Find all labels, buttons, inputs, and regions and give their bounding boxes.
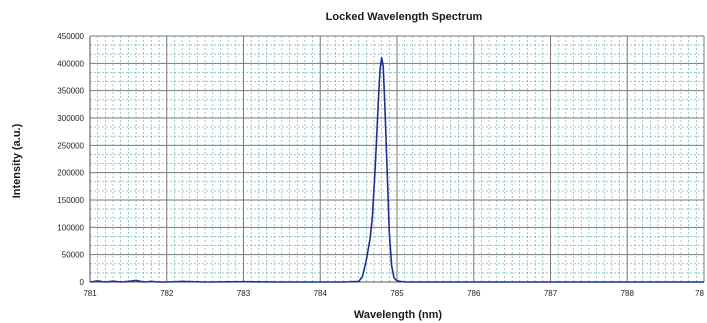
x-tick-label: 782	[160, 289, 174, 298]
x-tick-label: 78	[695, 289, 704, 298]
x-tick-label: 786	[467, 289, 481, 298]
y-tick-label: 200000	[57, 169, 84, 178]
y-tick-labels: 0 50000 100000 150000 200000 250000 300000 3500…	[57, 32, 84, 287]
x-tick-label: 788	[621, 289, 635, 298]
y-tick-label: 250000	[57, 141, 84, 150]
y-tick-label: 150000	[57, 196, 84, 205]
x-tick-label: 781	[83, 289, 97, 298]
x-tick-label: 784	[314, 289, 328, 298]
minor-grid	[89, 35, 705, 283]
x-tick-label: 787	[544, 289, 558, 298]
y-axis-label: Intensity (a.u.)	[11, 123, 23, 198]
major-grid	[89, 35, 705, 283]
plot-area	[89, 35, 705, 283]
data-series	[89, 57, 704, 283]
y-tick-label: 0	[80, 278, 85, 287]
x-tick-label: 785	[390, 289, 404, 298]
chart-title: Locked Wavelength Spectrum	[326, 11, 483, 23]
x-axis-label: Wavelength (nm)	[354, 309, 443, 321]
x-tick-label: 783	[237, 289, 251, 298]
x-tick-labels: 781 782 783 784 785 786 787 788 78	[83, 289, 704, 298]
y-tick-label: 450000	[57, 32, 84, 41]
y-tick-label: 300000	[57, 114, 84, 123]
y-tick-label: 50000	[62, 251, 85, 260]
y-tick-label: 400000	[57, 59, 84, 68]
series-line	[89, 57, 704, 283]
y-tick-label: 350000	[57, 87, 84, 96]
y-tick-label: 100000	[57, 223, 84, 232]
